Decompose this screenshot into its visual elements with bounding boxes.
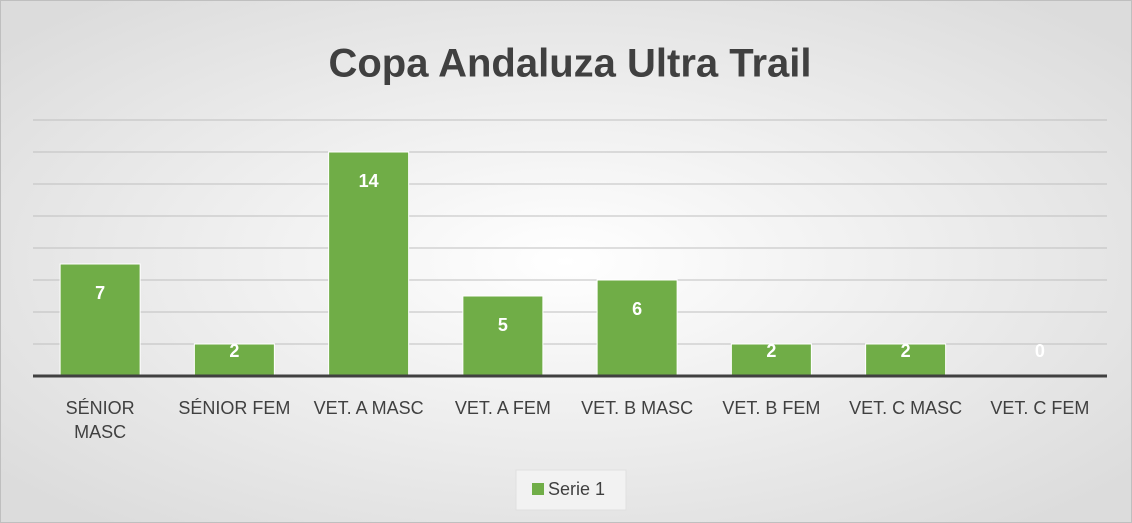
x-tick-label: VET. C FEM	[990, 398, 1090, 418]
x-tick-label: VET. B MASC	[581, 398, 694, 418]
data-label: 7	[95, 283, 105, 303]
chart-title: Copa Andaluza Ultra Trail	[328, 42, 811, 86]
legend-label: Serie 1	[548, 479, 605, 499]
legend-swatch	[532, 483, 544, 495]
x-tick-label-box: SÉNIOR MASC	[65, 398, 135, 442]
bar	[59, 263, 141, 377]
x-tick-label: VET. A FEM	[454, 398, 551, 418]
x-tick-label-box: VET. A FEM	[454, 398, 551, 418]
data-label: 2	[229, 341, 239, 361]
x-tick-label-box: VET. B MASC	[581, 398, 694, 418]
x-tick-label: VET. A MASC	[313, 398, 424, 418]
bar	[462, 295, 544, 377]
x-tick-label-box: VET. C FEM	[990, 398, 1090, 418]
x-tick-label: VET. B FEM	[722, 398, 821, 418]
x-tick-label: VET. C MASC	[849, 398, 963, 418]
bar	[596, 279, 678, 377]
data-label: 0	[1035, 341, 1045, 361]
data-label: 14	[359, 171, 379, 191]
x-tick-label-box: VET. B FEM	[722, 398, 821, 418]
data-label: 5	[498, 315, 508, 335]
data-label: 6	[632, 299, 642, 319]
legend: Serie 1	[515, 469, 627, 511]
x-tick-label: SÉNIOR MASC	[65, 398, 135, 442]
x-tick-label: SÉNIOR FEM	[178, 398, 291, 418]
x-tick-label-box: SÉNIOR FEM	[178, 398, 291, 418]
data-label: 2	[766, 341, 776, 361]
data-label: 2	[901, 341, 911, 361]
x-tick-label-box: VET. C MASC	[849, 398, 963, 418]
x-tick-label-box: VET. A MASC	[313, 398, 424, 418]
